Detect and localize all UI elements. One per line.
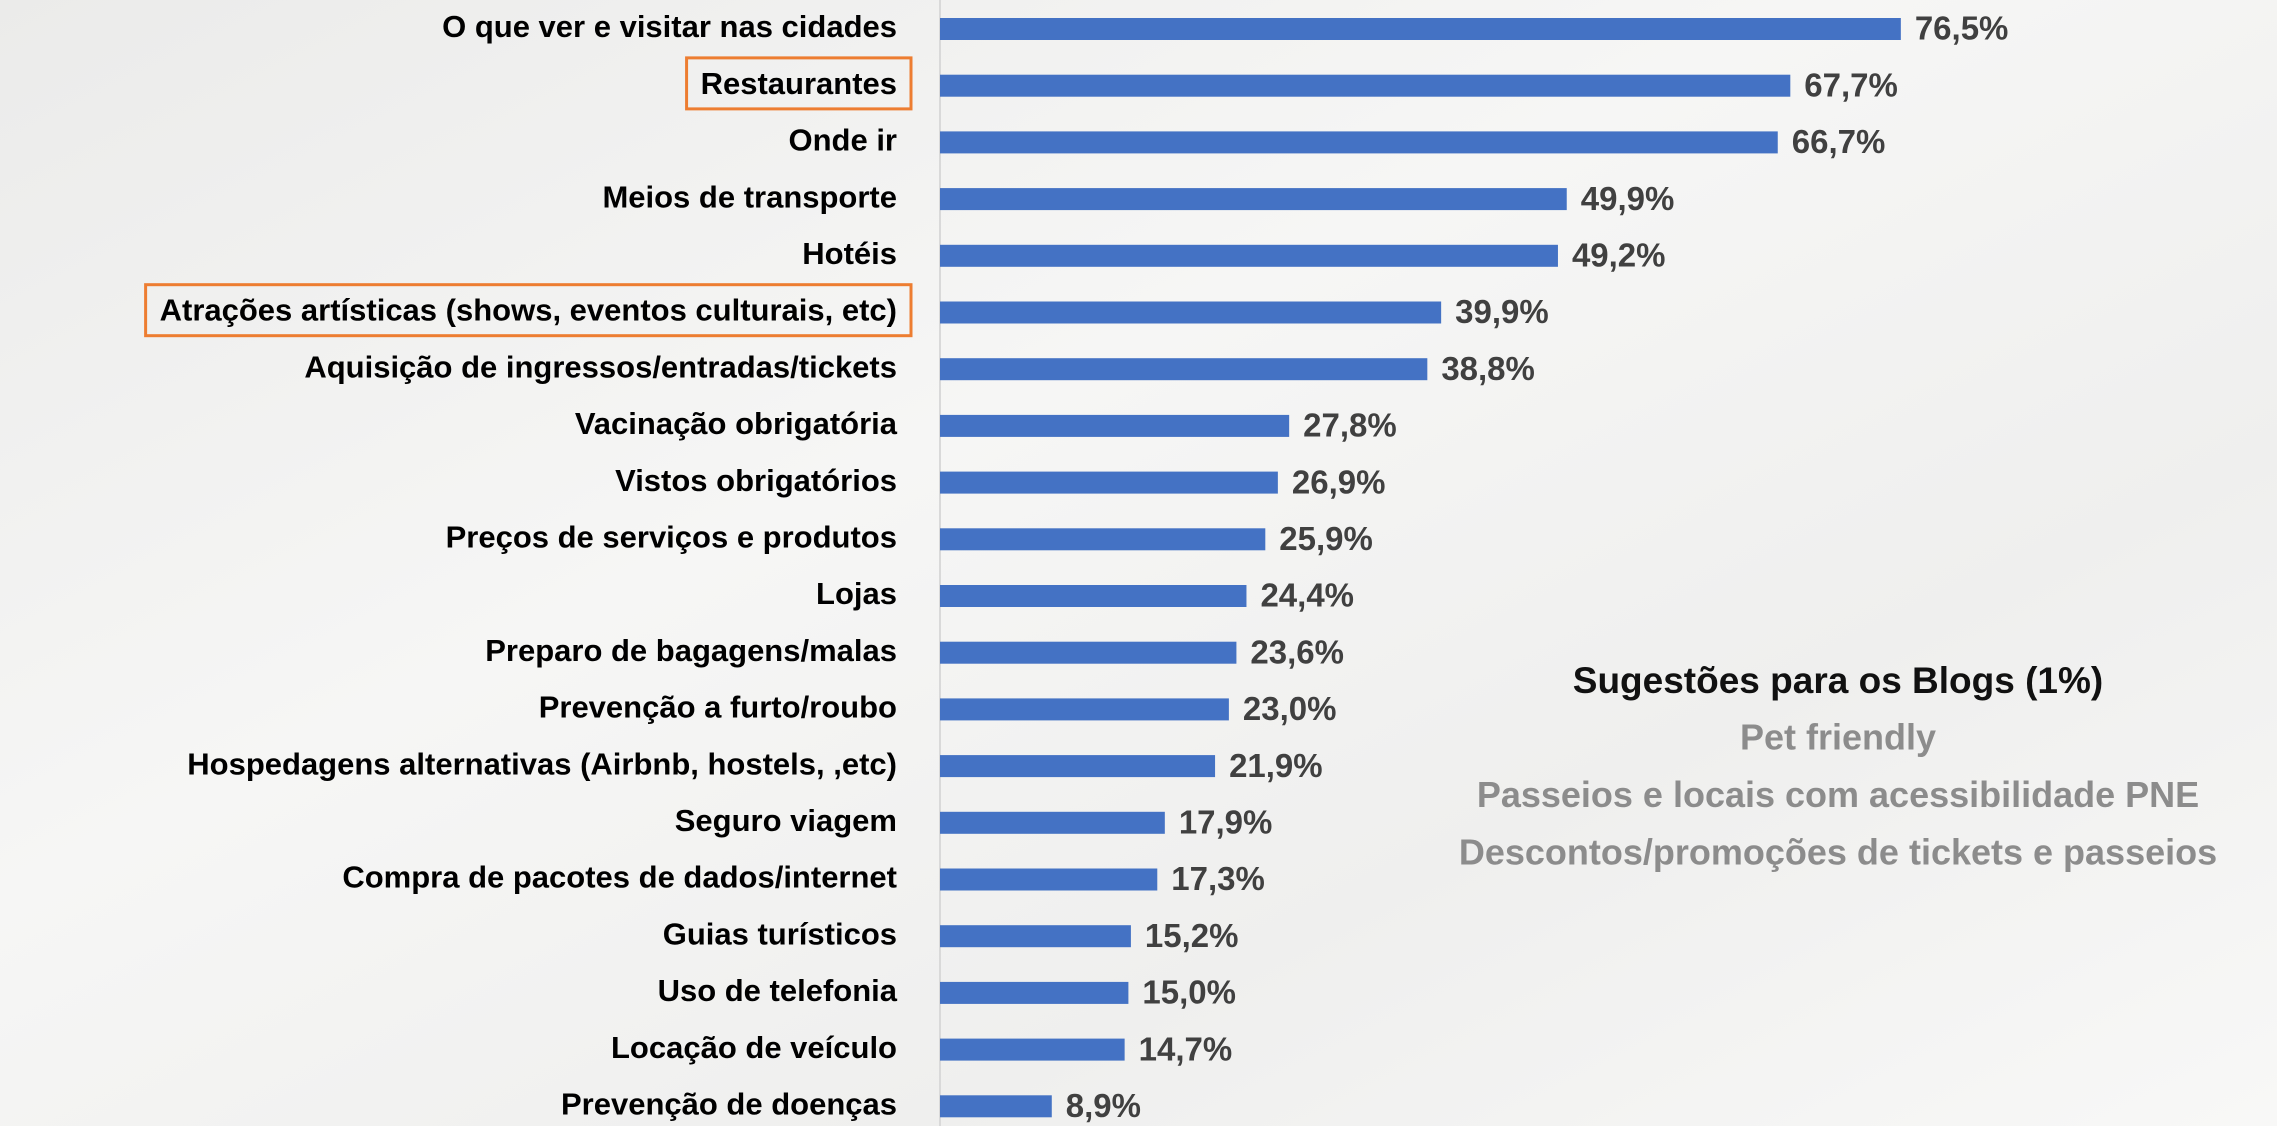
bar (940, 698, 1229, 720)
value-label: 21,9% (1229, 747, 1323, 784)
category-label: Onde ir (788, 123, 897, 158)
annotation-line: Pet friendly (1740, 717, 1936, 758)
annotation-line: Passeios e locais com acessibilidade PNE (1477, 774, 2199, 815)
bar (940, 1039, 1125, 1061)
bar (940, 415, 1289, 437)
value-label: 39,9% (1455, 293, 1549, 330)
value-label: 17,9% (1179, 804, 1273, 841)
value-label: 24,4% (1260, 577, 1354, 614)
bar (940, 472, 1278, 494)
value-label: 23,6% (1250, 633, 1344, 670)
chart: Sugestões para os Blogs (1%) O que ver e… (0, 0, 2277, 1126)
value-label: 8,9% (1066, 1087, 1141, 1124)
bar (940, 18, 1901, 40)
category-label: Vacinação obrigatória (575, 406, 898, 441)
category-label: Seguro viagem (675, 803, 897, 838)
bar (940, 585, 1246, 607)
category-label: Hotéis (802, 236, 897, 271)
category-label: Guias turísticos (663, 916, 897, 951)
bar (940, 302, 1441, 324)
category-label: Vistos obrigatórios (615, 463, 897, 498)
bar (940, 358, 1427, 380)
bar (940, 131, 1778, 153)
category-label: Locação de veículo (611, 1030, 897, 1065)
bar (940, 982, 1128, 1004)
value-label: 67,7% (1804, 66, 1898, 103)
category-label: Restaurantes (701, 66, 897, 101)
value-label: 25,9% (1279, 520, 1373, 557)
bar (940, 755, 1215, 777)
category-label: Uso de telefonia (658, 973, 898, 1008)
annotation-line: Descontos/promoções de tickets e passeio… (1459, 832, 2217, 873)
value-label: 27,8% (1303, 407, 1397, 444)
value-label: 14,7% (1139, 1030, 1233, 1067)
value-label: 26,9% (1292, 463, 1386, 500)
value-label: 38,8% (1441, 350, 1535, 387)
category-label: Hospedagens alternativas (Airbnb, hostel… (187, 746, 897, 781)
value-label: 23,0% (1243, 690, 1337, 727)
value-label: 49,9% (1581, 180, 1675, 217)
bar (940, 528, 1265, 550)
bar (940, 75, 1790, 97)
bar (940, 642, 1236, 664)
bar (940, 925, 1131, 947)
category-label: Atrações artísticas (shows, eventos cult… (160, 293, 897, 328)
value-label: 66,7% (1792, 123, 1886, 160)
category-label: Prevenção de doenças (561, 1086, 897, 1121)
category-label: Meios de transporte (602, 179, 897, 214)
value-label: 15,0% (1142, 974, 1236, 1011)
category-label: Preços de serviços e produtos (446, 519, 897, 554)
category-label: Prevenção a furto/roubo (539, 690, 897, 725)
value-label: 76,5% (1915, 10, 2009, 47)
bar (940, 869, 1157, 891)
bar (940, 188, 1567, 210)
category-label: Preparo de bagagens/malas (485, 633, 897, 668)
bar (940, 812, 1165, 834)
annotation-title: Sugestões para os Blogs (1%) (1573, 660, 2103, 701)
category-label: Compra de pacotes de dados/internet (342, 860, 897, 895)
value-label: 49,2% (1572, 237, 1666, 274)
background (0, 0, 2277, 1126)
value-label: 17,3% (1171, 860, 1265, 897)
category-label: Lojas (816, 576, 897, 611)
bar (940, 245, 1558, 267)
value-label: 15,2% (1145, 917, 1239, 954)
category-label: Aquisição de ingressos/entradas/tickets (304, 349, 897, 384)
bar (940, 1095, 1052, 1117)
category-label: O que ver e visitar nas cidades (442, 9, 897, 44)
